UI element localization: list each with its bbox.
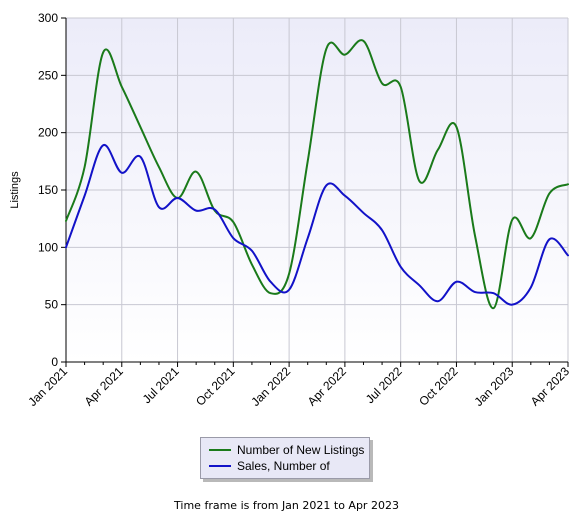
line-chart: 0 50 100 150 200 250 300 Jan 2021 Apr 2021 Jul 2…	[9, 11, 572, 409]
axes	[61, 17, 569, 367]
legend-item-new-listings: Number of New Listings	[209, 442, 364, 458]
legend-swatch-sales	[209, 465, 231, 467]
series-line-sales	[65, 144, 569, 306]
x-tick-labels: Jan 2021 Apr 2021 Jul 2021 Oct 2021 Jan 2022…	[25, 364, 572, 409]
x-tick-label: Oct 2021	[193, 364, 238, 409]
legend-label-new-listings: Number of New Listings	[237, 443, 365, 457]
legend: Number of New Listings Sales, Number of	[200, 437, 370, 479]
legend-swatch-new-listings	[209, 449, 231, 451]
x-tick-label: Apr 2022	[305, 364, 350, 409]
y-tick-label: 300	[38, 11, 58, 25]
x-tick-label: Jul 2022	[363, 364, 405, 406]
x-tick-label: Oct 2022	[416, 364, 461, 409]
y-axis-label: Listings	[9, 171, 21, 209]
legend-label-sales: Sales, Number of	[237, 459, 330, 473]
y-tick-label: 50	[45, 298, 59, 312]
x-tick-label: Jan 2022	[248, 364, 293, 409]
y-tick-label: 100	[38, 240, 58, 254]
x-tick-label: Apr 2023	[528, 364, 573, 409]
series-line-new-listings	[65, 39, 569, 310]
y-tick-label: 0	[51, 355, 58, 369]
x-tick-label: Jul 2021	[140, 364, 182, 406]
legend-item-sales: Sales, Number of	[209, 458, 330, 474]
y-tick-label: 150	[38, 183, 58, 197]
series-lines	[65, 39, 569, 310]
x-tick-label: Apr 2021	[82, 364, 127, 409]
y-tick-label: 250	[38, 68, 58, 82]
y-tick-labels: 0 50 100 150 200 250 300	[38, 11, 58, 369]
timeframe-note: Time frame is from Jan 2021 to Apr 2023	[174, 499, 399, 512]
x-tick-label: Jan 2021	[25, 364, 70, 409]
x-tick-label: Jan 2023	[472, 364, 517, 409]
y-tick-label: 200	[38, 126, 58, 140]
